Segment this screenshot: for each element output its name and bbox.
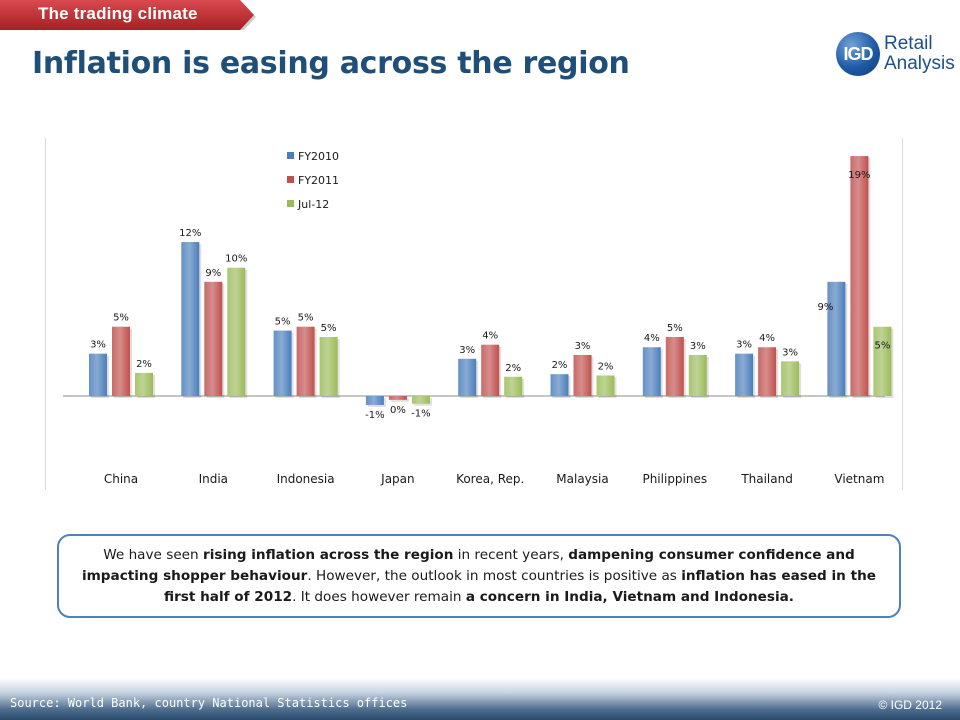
data-label: 3% <box>459 345 475 356</box>
section-tab-shape <box>0 0 256 30</box>
logo-word-analysis: Analysis <box>884 53 955 74</box>
data-label: -1% <box>365 410 384 421</box>
data-label: 5% <box>298 313 314 324</box>
page-title: Inflation is easing across the region <box>32 46 630 81</box>
data-label: 19% <box>848 170 870 181</box>
legend-swatch <box>287 200 294 207</box>
bar-jul-12 <box>873 326 892 396</box>
data-label: 3% <box>690 341 706 352</box>
bar-fy2010 <box>735 353 754 396</box>
summary-callout: We have seen rising inflation across the… <box>57 534 901 618</box>
category-label: China <box>104 472 138 486</box>
data-label: 2% <box>598 361 614 372</box>
data-label: 4% <box>759 333 775 344</box>
callout-run: dampening consumer confidence and impact… <box>81 547 855 584</box>
callout-run: in recent years, <box>453 547 569 563</box>
legend-label: FY2010 <box>298 150 339 163</box>
category-label: Korea, Rep. <box>456 472 524 486</box>
chart-container: 3% 5% 2% China 12% 9% 10% India 5% 5% 5% Indonesia -… <box>45 138 903 490</box>
section-tab-label: The trading climate <box>38 4 198 23</box>
data-label: 5% <box>667 323 683 334</box>
legend-label: Jul-12 <box>297 198 329 211</box>
legend-swatch <box>287 176 294 183</box>
bar-fy2010 <box>642 347 661 396</box>
bar-fy2011 <box>112 326 130 396</box>
bar-fy2010 <box>827 281 846 396</box>
bar-fy2010 <box>181 242 200 396</box>
category-label: Indonesia <box>277 472 335 486</box>
bar-fy2011 <box>204 281 223 396</box>
bar-jul-12 <box>504 376 523 396</box>
footer-source: Source: World Bank, country National Sta… <box>10 696 408 710</box>
bar-fy2010 <box>89 353 107 396</box>
data-label: 2% <box>505 363 521 374</box>
data-label: 9% <box>205 268 221 279</box>
bar-shadow <box>390 398 409 402</box>
summary-callout-text: We have seen rising inflation across the… <box>82 547 876 605</box>
chart-frame-edge-right <box>902 138 903 490</box>
bar-jul-12 <box>596 375 615 396</box>
bar-jul-12 <box>319 336 338 396</box>
data-label: 5% <box>874 341 890 352</box>
data-label: 3% <box>782 347 798 358</box>
data-label: 5% <box>321 323 337 334</box>
category-label: India <box>199 472 228 486</box>
bar-jul-12 <box>411 396 430 404</box>
callout-run: We have seen <box>103 547 203 563</box>
category-label: Thailand <box>740 472 793 486</box>
bar-fy2010 <box>273 330 292 396</box>
data-label: -1% <box>411 409 430 420</box>
bar-fy2010 <box>550 374 569 396</box>
section-tab: The trading climate <box>0 0 256 30</box>
data-label: 12% <box>179 228 201 239</box>
bar-jul-12 <box>135 372 153 396</box>
category-label: Malaysia <box>556 472 608 486</box>
bar-jul-12 <box>227 267 246 396</box>
callout-run: . However, the outlook in most countries… <box>307 568 682 584</box>
data-label: 3% <box>575 341 591 352</box>
category-label: Japan <box>380 472 414 486</box>
chart-frame-edge-left <box>45 138 46 490</box>
data-label: 9% <box>817 302 833 313</box>
bar-fy2010 <box>458 358 477 396</box>
footer-copyright: © IGD 2012 <box>878 698 942 712</box>
bar-fy2011 <box>573 354 592 396</box>
data-label: 3% <box>90 340 106 351</box>
data-label: 2% <box>552 360 568 371</box>
bar-fy2011 <box>388 396 407 400</box>
bar-fy2011 <box>665 336 684 396</box>
bar-fy2011 <box>481 344 500 396</box>
data-label: 3% <box>736 340 752 351</box>
bar-fy2011 <box>850 156 869 396</box>
callout-run: rising inflation across the region <box>202 547 454 563</box>
bar-fy2010 <box>365 396 384 405</box>
data-label: 4% <box>644 333 660 344</box>
data-label: 2% <box>136 359 152 370</box>
callout-run: . It does however remain <box>292 589 466 605</box>
data-label: 10% <box>225 254 247 265</box>
legend-label: FY2011 <box>298 174 339 187</box>
logo-word-retail: Retail <box>884 33 933 54</box>
igd-logo-mark: IGD <box>836 32 880 76</box>
footer-bar: Source: World Bank, country National Sta… <box>0 678 960 720</box>
igd-retail-analysis-logo: IGD Retail Analysis <box>836 28 955 78</box>
data-label: 4% <box>482 331 498 342</box>
data-label: 0% <box>390 405 406 416</box>
bar-fy2011 <box>296 326 315 396</box>
callout-run: a concern in India, Vietnam and Indonesi… <box>465 589 794 605</box>
inflation-bar-chart: 3% 5% 2% China 12% 9% 10% India 5% 5% 5% Indonesia -… <box>63 150 894 486</box>
category-label: Philippines <box>642 472 707 486</box>
data-label: 5% <box>113 313 129 324</box>
category-label: Vietnam <box>834 472 884 486</box>
bar-jul-12 <box>688 354 707 396</box>
callout-run: inflation has eased in the first half of… <box>164 568 876 605</box>
bar-jul-12 <box>781 361 800 396</box>
bar-fy2011 <box>758 347 777 396</box>
legend-swatch <box>287 152 294 159</box>
data-label: 5% <box>275 317 291 328</box>
